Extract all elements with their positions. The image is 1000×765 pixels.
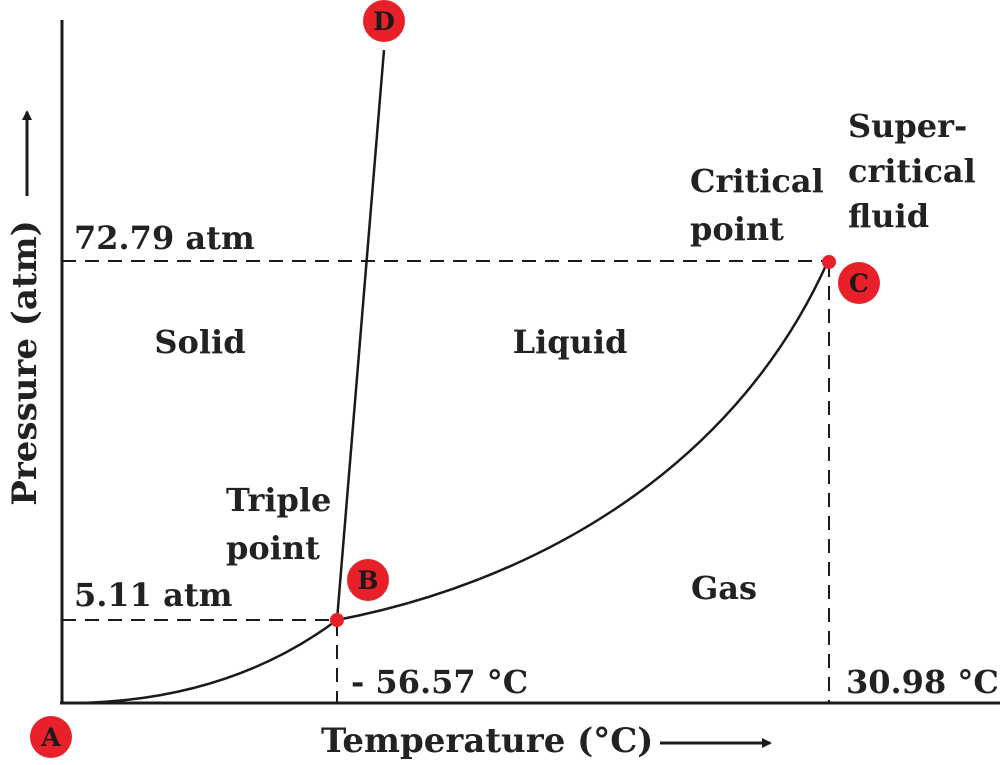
triple-point-dot [330, 613, 344, 627]
triple-pressure-value: 5.11 atm [74, 576, 233, 614]
y-axis-label: Pressure (atm) [5, 220, 45, 505]
melting-curve [335, 49, 386, 621]
triple-temperature-value: - 56.57 °C [351, 663, 528, 701]
vaporization-curve [336, 260, 830, 622]
point-b-marker [347, 559, 389, 601]
point-d-label: D [373, 7, 395, 36]
supercritical-label-line2: critical [848, 152, 976, 190]
triple-point-label-line2: point [226, 529, 320, 567]
triple-point-label-line1: Triple [226, 481, 331, 519]
critical-point-label-line1: Critical [690, 162, 824, 200]
point-c-label: C [849, 269, 869, 298]
point-d-marker [363, 0, 405, 42]
liquid-region-label: Liquid [513, 323, 628, 361]
critical-pressure-value: 72.79 atm [74, 219, 255, 257]
x-axis-label: Temperature (°C) [321, 721, 653, 761]
solid-region-label: Solid [154, 323, 245, 361]
supercritical-label-line1: Super- [848, 107, 967, 145]
gas-region-label: Gas [691, 569, 757, 607]
critical-point-dot [822, 255, 836, 269]
point-b-label: B [357, 566, 378, 595]
point-c-marker [838, 262, 880, 304]
critical-temperature-value: 30.98 °C [846, 663, 999, 701]
point-a-marker [30, 716, 72, 758]
supercritical-label-line3: fluid [848, 197, 929, 235]
critical-point-label-line2: point [690, 210, 784, 248]
sublimation-curve [77, 618, 338, 705]
point-a-label: A [40, 723, 61, 752]
